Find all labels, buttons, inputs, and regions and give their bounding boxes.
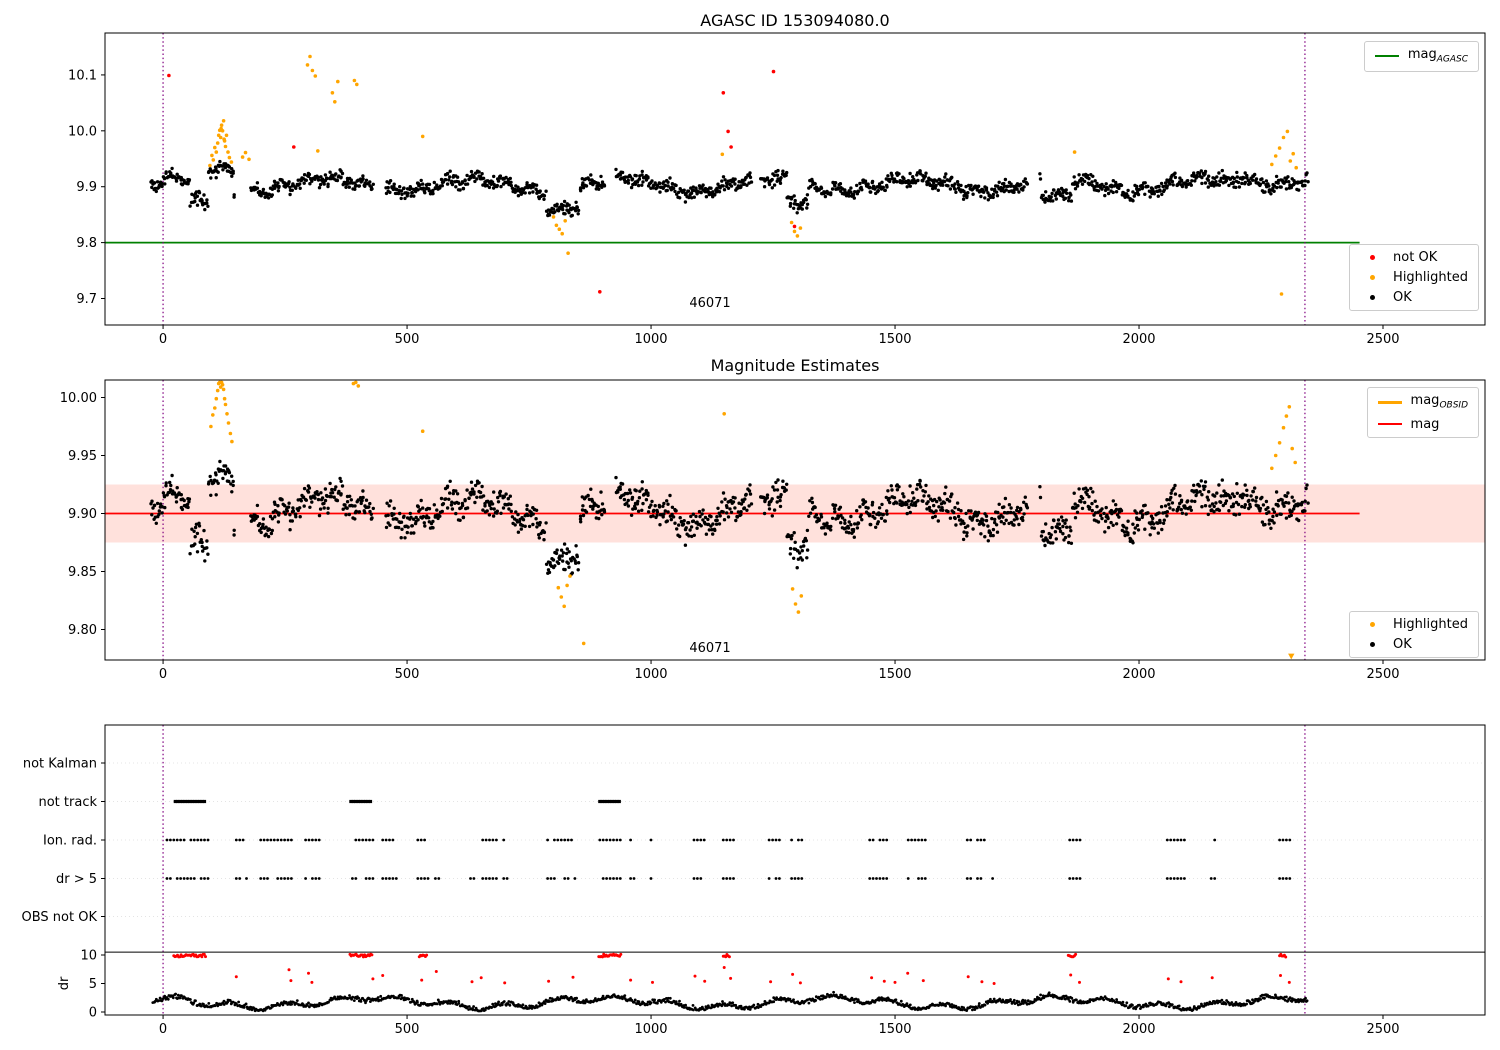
svg-text:2000: 2000: [1122, 332, 1155, 347]
legend-dot: [1369, 622, 1375, 627]
svg-text:0: 0: [159, 1022, 167, 1037]
svg-text:0: 0: [159, 332, 167, 347]
svg-text:not Kalman: not Kalman: [23, 757, 97, 772]
legend-label: magOBSID: [1410, 393, 1468, 411]
legend-dot-sample: [1360, 255, 1384, 260]
flag-not-track-markers: [173, 799, 621, 804]
dr-trace: [151, 990, 1309, 1013]
svg-text:2500: 2500: [1366, 667, 1399, 682]
svg-text:OBS not OK: OBS not OK: [22, 910, 98, 925]
plot-title-agasc: AGASC ID 153094080.0: [700, 11, 890, 30]
legend-mag-lines: magOBSID mag: [1366, 387, 1479, 438]
dr-axis-label: dr: [57, 976, 72, 990]
legend-dot: [1369, 255, 1375, 260]
svg-text:2000: 2000: [1122, 1022, 1155, 1037]
legend-label: Highlighted: [1393, 617, 1468, 632]
legend-mid-status: Highlighted OK: [1349, 611, 1479, 658]
legend-label: Highlighted: [1393, 270, 1468, 285]
legend-label: mag: [1410, 416, 1440, 432]
svg-text:Ion. rad.: Ion. rad.: [43, 834, 97, 849]
svg-text:not track: not track: [38, 795, 97, 810]
svg-text:1500: 1500: [878, 1022, 911, 1037]
svg-text:5: 5: [89, 977, 97, 992]
svg-text:9.7: 9.7: [76, 292, 97, 307]
legend-dot-sample: [1360, 295, 1384, 300]
flag-dr5-markers: [165, 877, 1292, 880]
highlighted-triangle-marker: [1288, 653, 1295, 660]
legend-label: OK: [1393, 637, 1412, 652]
legend-dot-sample: [1360, 642, 1384, 647]
legend-dot: [1369, 295, 1375, 300]
scatter-ok: [149, 459, 1310, 576]
svg-text:2500: 2500: [1366, 332, 1399, 347]
svg-text:500: 500: [395, 667, 420, 682]
svg-text:1500: 1500: [878, 332, 911, 347]
svg-text:dr > 5: dr > 5: [56, 872, 97, 887]
svg-text:9.95: 9.95: [68, 449, 97, 464]
axes-frame: [104, 724, 1486, 1016]
legend-entry: OK: [1360, 638, 1468, 651]
svg-text:1000: 1000: [634, 332, 667, 347]
legend-label: OK: [1393, 290, 1412, 305]
legend-label: not OK: [1393, 250, 1438, 265]
legend-dot-sample: [1360, 622, 1384, 627]
legend-line-sample: [1377, 423, 1402, 426]
scatter-not-ok: [167, 69, 797, 294]
svg-text:9.8: 9.8: [76, 236, 97, 251]
legend-entry: OK: [1360, 291, 1468, 304]
legend-entry: mag: [1377, 416, 1468, 432]
plot-top: 0 500 1000 1500 2000 2500 9.7 9.8 9.9 10.0 10.1: [68, 33, 1400, 347]
scatter-highlighted: [208, 54, 1298, 296]
legend-line-sample: [1374, 55, 1399, 58]
legend-entry: magOBSID: [1377, 393, 1468, 411]
axes-frame: [104, 379, 1486, 661]
legend-entry: Highlighted: [1360, 618, 1468, 631]
legend-entry: not OK: [1360, 251, 1468, 264]
svg-text:1000: 1000: [634, 1022, 667, 1037]
scatter-highlighted: [209, 380, 1297, 660]
legend-entry: Highlighted: [1360, 271, 1468, 284]
legend-top-status: not OK Highlighted OK: [1349, 244, 1479, 311]
flag-ion-rad-markers: [165, 838, 1292, 842]
svg-text:9.80: 9.80: [68, 623, 97, 638]
svg-text:500: 500: [395, 332, 420, 347]
plot-bottom: 0 500 1000 1500 2000 2500 not Kalman not track I…: [22, 725, 1485, 1037]
svg-text:9.90: 9.90: [68, 507, 97, 522]
axes-frame: [104, 32, 1486, 326]
svg-text:10.0: 10.0: [68, 124, 97, 139]
svg-text:2000: 2000: [1122, 667, 1155, 682]
obsid-annotation-middle: 46071: [689, 641, 731, 656]
svg-text:10: 10: [80, 949, 97, 964]
obsid-annotation-top: 46071: [689, 296, 731, 311]
svg-text:10.1: 10.1: [68, 68, 97, 83]
plot-middle: 0 500 1000 1500 2000 2500 9.80 9.85 9.90 9.95 10.0…: [60, 380, 1485, 682]
plot-title-magnitude-estimates: Magnitude Estimates: [710, 356, 880, 375]
svg-text:0: 0: [89, 1006, 97, 1021]
svg-text:1000: 1000: [634, 667, 667, 682]
legend-label: magAGASC: [1407, 47, 1468, 65]
svg-text:2500: 2500: [1366, 1022, 1399, 1037]
legend-entry: magAGASC: [1374, 47, 1468, 65]
svg-text:1500: 1500: [878, 667, 911, 682]
legend-dot: [1369, 275, 1375, 280]
svg-text:9.9: 9.9: [76, 180, 97, 195]
legend-dot: [1369, 642, 1375, 647]
legend-mag-agasc: magAGASC: [1363, 41, 1479, 72]
svg-text:500: 500: [395, 1022, 420, 1037]
legend-dot-sample: [1360, 275, 1384, 280]
legend-line-sample: [1377, 400, 1402, 404]
svg-text:9.85: 9.85: [68, 565, 97, 580]
scatter-ok: [149, 159, 1310, 218]
svg-text:0: 0: [159, 667, 167, 682]
svg-text:10.00: 10.00: [60, 391, 97, 406]
dr-exceed-markers: [172, 952, 1291, 985]
